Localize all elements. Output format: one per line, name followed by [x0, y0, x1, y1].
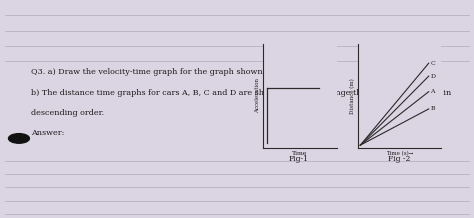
Text: D: D [430, 74, 435, 79]
Text: b) The distance time graphs for cars A, B, C and D are shown in fig.2. Arrange t: b) The distance time graphs for cars A, … [31, 89, 451, 97]
Text: Fig -2: Fig -2 [388, 155, 411, 163]
Text: Q3. a) Draw the velocity-time graph for the graph shown in fig 1.: Q3. a) Draw the velocity-time graph for … [31, 68, 296, 76]
Text: B: B [430, 106, 435, 111]
Text: Answer:: Answer: [31, 129, 64, 137]
X-axis label: Time (s)→: Time (s)→ [386, 151, 413, 156]
Text: descending order.: descending order. [31, 109, 104, 117]
Y-axis label: Distance (m): Distance (m) [350, 78, 355, 114]
Y-axis label: Acceleration: Acceleration [255, 78, 260, 113]
X-axis label: Time: Time [292, 151, 308, 156]
Circle shape [9, 134, 29, 143]
Text: Fig-1: Fig-1 [289, 155, 309, 163]
Text: C: C [430, 61, 435, 66]
Text: A: A [430, 89, 435, 94]
